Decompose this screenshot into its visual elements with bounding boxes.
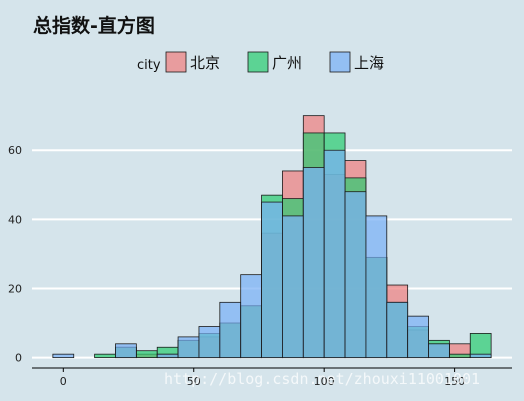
bars <box>52 115 492 359</box>
bar <box>135 350 158 359</box>
bar <box>344 191 367 359</box>
chart-title: 总指数-直方图 <box>33 14 155 37</box>
bar <box>428 343 450 359</box>
bar <box>177 336 200 359</box>
bar <box>219 301 242 359</box>
legend-title: city <box>137 58 161 73</box>
bar <box>302 167 325 359</box>
bar <box>407 315 429 359</box>
legend-swatch <box>329 51 351 73</box>
bar <box>323 149 346 359</box>
x-tick-label: 150 <box>444 375 465 388</box>
bar <box>282 215 304 359</box>
y-tick-label: 40 <box>8 213 22 226</box>
bar <box>52 353 75 359</box>
bar <box>365 215 388 359</box>
bar <box>261 201 283 359</box>
legend-swatch <box>247 51 269 73</box>
y-tick-label: 20 <box>8 282 22 295</box>
axes: 0 50 100 150 0 20 40 60 <box>8 144 512 388</box>
bar <box>240 274 262 359</box>
bar <box>448 353 471 359</box>
bar <box>94 353 116 359</box>
x-tick-label: 50 <box>187 375 201 388</box>
watermark: http://blog.csdn.net/zhouxi11001001 <box>164 370 480 388</box>
legend: city 北京 广州 上海 <box>137 51 384 73</box>
x-tick-label: 100 <box>314 375 335 388</box>
legend-label: 上海 <box>354 54 384 72</box>
bar <box>469 353 492 359</box>
y-tick-label: 60 <box>8 144 22 157</box>
legend-swatch <box>165 51 187 73</box>
legend-label: 广州 <box>272 54 302 72</box>
bar <box>115 343 137 359</box>
y-tick-label: 0 <box>15 352 22 365</box>
bar <box>198 326 221 359</box>
bar <box>156 353 179 359</box>
legend-label: 北京 <box>190 54 220 72</box>
bar <box>386 301 409 359</box>
x-tick-label: 0 <box>60 375 67 388</box>
